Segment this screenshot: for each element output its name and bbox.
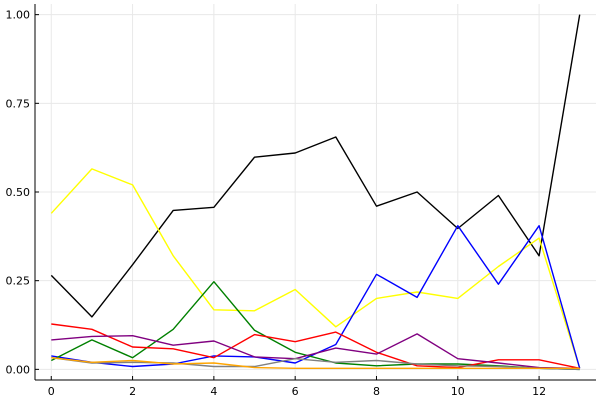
series-line-purple	[51, 333, 580, 369]
series-line-red	[51, 323, 580, 369]
y-tick-label: 1.00	[6, 9, 31, 22]
x-tick-label: 6	[292, 385, 299, 398]
y-tick-label: 0.00	[6, 363, 31, 376]
x-tick-label: 2	[129, 385, 136, 398]
y-tick-label: 0.25	[6, 275, 31, 288]
y-tick-label: 0.50	[6, 186, 31, 199]
series-line-orange	[51, 357, 580, 369]
x-tick-label: 4	[210, 385, 217, 398]
x-tick-label: 8	[373, 385, 380, 398]
y-axis-ticks: 0.00 0.25 0.50 0.75 1.00	[6, 9, 39, 376]
series-line-blue	[51, 224, 581, 369]
x-axis-ticks: 0 2 4 6 8 10 12	[48, 376, 546, 398]
series-line-yellow	[50, 168, 581, 369]
x-tick-label: 10	[451, 385, 465, 398]
y-tick-label: 0.75	[6, 97, 31, 110]
series-line-gray	[51, 357, 580, 371]
horizontal-gridlines	[35, 14, 596, 370]
series-layer	[50, 14, 581, 371]
x-tick-label: 12	[532, 385, 546, 398]
series-line-black	[50, 14, 581, 318]
x-tick-label: 0	[48, 385, 55, 398]
series-line-green	[50, 281, 580, 371]
